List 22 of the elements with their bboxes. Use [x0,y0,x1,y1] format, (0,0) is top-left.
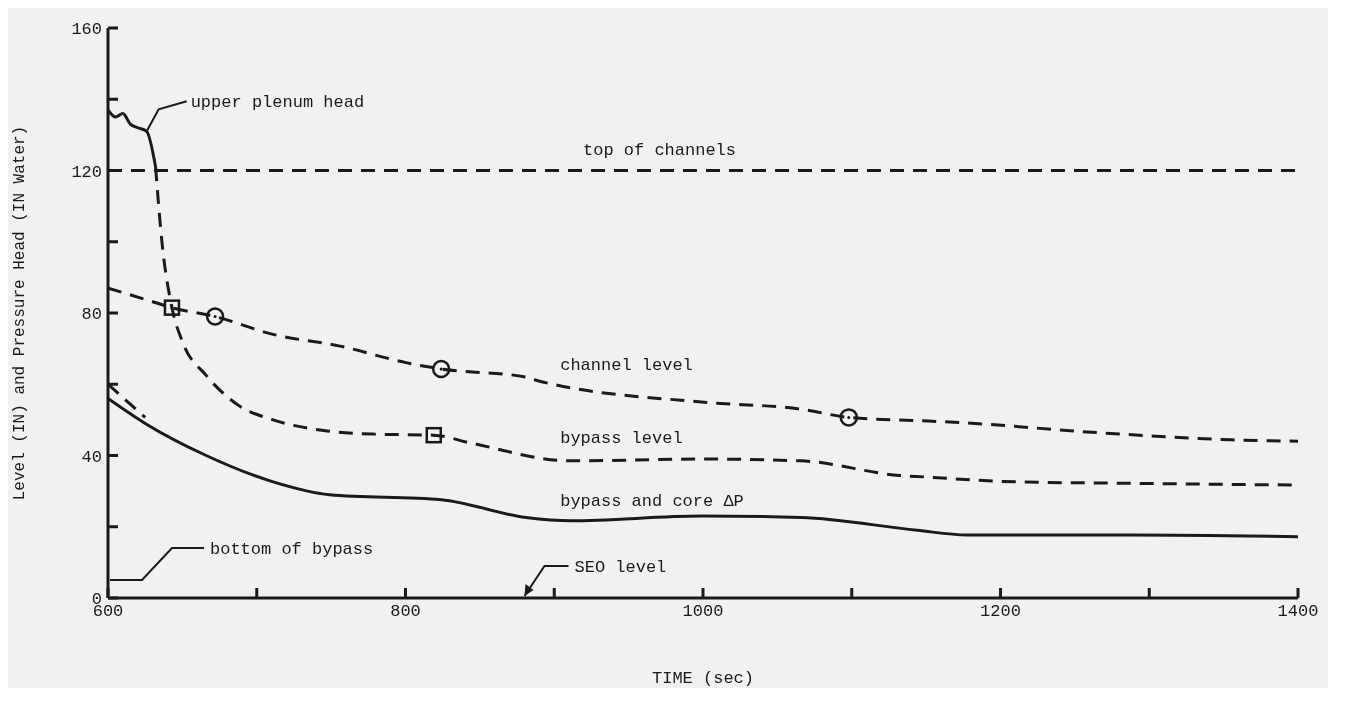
x-axis-title: TIME (sec) [651,669,755,688]
series-label: bypass and core ΔP [560,491,744,511]
text: upper plenum head [190,93,365,113]
x-tick-label: 800 [390,602,421,622]
series-label: bypass level [560,428,683,448]
x-tick-label: 1000 [682,602,724,622]
x-tick-label: 1400 [1277,602,1319,622]
point [205,307,225,326]
y-tick-label: 120 [71,162,102,182]
point [163,299,181,316]
annotation: SEO level [574,558,667,577]
y-tick-label: 80 [81,305,102,325]
annotation: bottom of bypass [210,540,374,559]
y-tick-label: 40 [81,447,102,467]
y-axis-title: Level (IN) and Pressure Head (IN Water) [10,125,29,501]
point [425,426,443,444]
y-tick-label: 160 [71,20,102,40]
point [839,408,859,427]
ref-line-label: top of channels [583,140,737,160]
point [431,359,451,379]
x-tick-label: 1200 [980,602,1021,622]
series-label: channel level [560,355,693,375]
